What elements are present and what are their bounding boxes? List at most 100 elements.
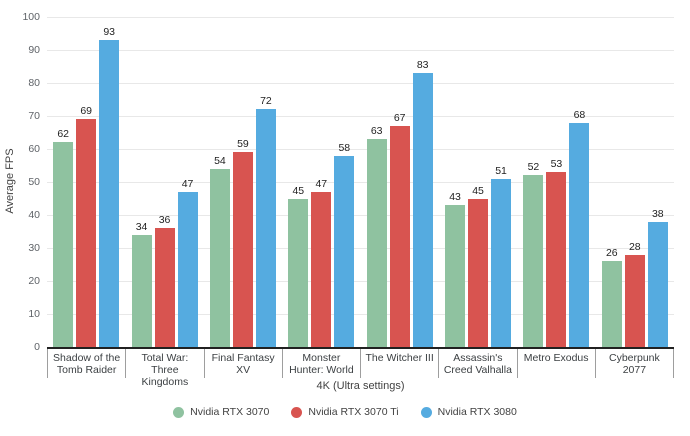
bar: 45 xyxy=(468,185,489,347)
category-label: Metro Exodus xyxy=(516,349,595,378)
bar: 63 xyxy=(366,125,387,347)
bar-value-label: 28 xyxy=(628,240,641,253)
y-tick-label: 40 xyxy=(28,209,40,221)
bar-value-label: 34 xyxy=(135,220,148,233)
y-tick-label: 80 xyxy=(28,77,40,89)
bar-value-label: 26 xyxy=(605,247,618,260)
bar: 26 xyxy=(601,247,622,347)
bar: 83 xyxy=(412,59,433,347)
category-label-text: Total War: Three Kingdoms xyxy=(141,352,189,388)
bar: 58 xyxy=(334,142,355,347)
legend-label: Nvidia RTX 3080 xyxy=(437,406,517,418)
legend-label: Nvidia RTX 3070 xyxy=(190,406,270,418)
bar: 93 xyxy=(99,26,120,347)
y-tick-label: 0 xyxy=(34,341,40,353)
bar: 72 xyxy=(255,95,276,347)
category-label: Assassin's Creed Valhalla xyxy=(438,349,516,378)
bar-group: 26 28 38 xyxy=(596,17,674,347)
bar-value-label: 45 xyxy=(292,184,305,197)
bar-groups: 62 69 93 34 36 47 54 59 72 45 47 58 63 67 83 43 45 51 52 53… xyxy=(47,17,674,347)
legend-item: Nvidia RTX 3070 Ti xyxy=(291,406,399,418)
bar-group: 52 53 68 xyxy=(517,17,595,347)
bar-group: 62 69 93 xyxy=(47,17,125,347)
category-label-text: Monster Hunter: World xyxy=(289,352,354,376)
bar: 69 xyxy=(76,105,97,347)
category-label-text: Metro Exodus xyxy=(523,352,589,364)
bar-value-label: 83 xyxy=(416,59,429,72)
bar-value-label: 63 xyxy=(370,125,383,138)
category-label: The Witcher III xyxy=(360,349,438,378)
category-label: Total War: Three Kingdoms xyxy=(125,349,203,388)
bar-value-label: 68 xyxy=(573,108,586,121)
category-label-text: Assassin's Creed Valhalla xyxy=(443,352,512,376)
bar-group: 45 47 58 xyxy=(282,17,360,347)
bar: 53 xyxy=(546,158,567,347)
y-tick-label: 20 xyxy=(28,275,40,287)
legend-item: Nvidia RTX 3080 xyxy=(420,406,517,418)
legend-marker-icon xyxy=(420,406,432,418)
bar-value-label: 93 xyxy=(103,26,116,39)
gridline xyxy=(47,181,674,183)
bar: 45 xyxy=(288,185,309,347)
x-axis-title: 4K (Ultra settings) xyxy=(316,380,405,392)
bar-value-label: 72 xyxy=(260,95,272,108)
bar: 38 xyxy=(647,208,668,347)
bar-value-label: 51 xyxy=(495,164,507,177)
bar-value-label: 47 xyxy=(181,177,194,190)
y-tick-label: 10 xyxy=(28,308,40,320)
category-label-text: Shadow of the Tomb Raider xyxy=(53,352,121,376)
plot-area: 62 69 93 34 36 47 54 59 72 45 47 58 63 67 83 43 45 51 52 53… xyxy=(47,16,674,349)
legend-item: Nvidia RTX 3070 xyxy=(173,406,269,418)
bar-value-label: 54 xyxy=(214,154,226,167)
y-tick-label: 90 xyxy=(28,44,40,56)
bar-value-label: 62 xyxy=(57,128,70,141)
bar-value-label: 69 xyxy=(80,105,93,118)
bar: 47 xyxy=(311,178,332,347)
bar-value-label: 43 xyxy=(449,191,461,204)
bar: 52 xyxy=(523,161,544,347)
bar: 51 xyxy=(491,165,512,347)
category-label: Monster Hunter: World xyxy=(281,349,360,378)
legend-label: Nvidia RTX 3070 Ti xyxy=(308,406,399,418)
gridline xyxy=(47,247,674,249)
x-axis-category-labels: Shadow of the Tomb Raider Total War: Thre… xyxy=(47,349,674,388)
bar-value-label: 45 xyxy=(472,184,484,197)
category-label: Shadow of the Tomb Raider xyxy=(47,349,125,378)
bar: 68 xyxy=(569,109,590,347)
bar: 62 xyxy=(53,128,74,347)
legend-marker-icon xyxy=(173,406,185,418)
bar-value-label: 52 xyxy=(527,161,540,174)
bar-value-label: 67 xyxy=(393,111,406,124)
category-label-text: The Witcher III xyxy=(365,352,434,364)
bar: 59 xyxy=(232,138,253,347)
category-label-text: Final Fantasy XV xyxy=(211,352,275,376)
gridline xyxy=(47,280,674,282)
chart-legend: Nvidia RTX 3070 Nvidia RTX 3070 Ti Nvidia … xyxy=(0,406,690,418)
gridline xyxy=(47,16,674,18)
y-tick-label: 100 xyxy=(22,11,40,23)
bar-group: 43 45 51 xyxy=(439,17,517,347)
gridline xyxy=(47,115,674,117)
y-tick-label: 70 xyxy=(28,110,40,122)
category-label: Final Fantasy XV xyxy=(203,349,282,378)
bar-value-label: 36 xyxy=(158,214,171,227)
bar: 67 xyxy=(389,112,410,347)
bar-group: 63 67 83 xyxy=(361,17,439,347)
bar-value-label: 53 xyxy=(550,158,563,171)
legend-marker-icon xyxy=(291,406,303,418)
bar: 43 xyxy=(445,191,466,347)
bar-value-label: 58 xyxy=(338,141,351,154)
bar: 28 xyxy=(624,241,645,347)
bar-group: 34 36 47 xyxy=(125,17,203,347)
y-tick-label: 60 xyxy=(28,143,40,155)
bar-value-label: 47 xyxy=(315,177,328,190)
gridline xyxy=(47,313,674,315)
bar: 34 xyxy=(131,221,152,347)
category-label-text: Cyberpunk 2077 xyxy=(608,352,660,376)
gridline xyxy=(47,214,674,216)
gridline xyxy=(47,49,674,51)
bar-value-label: 59 xyxy=(237,138,249,151)
y-tick-label: 50 xyxy=(28,176,40,188)
gridline xyxy=(47,148,674,150)
